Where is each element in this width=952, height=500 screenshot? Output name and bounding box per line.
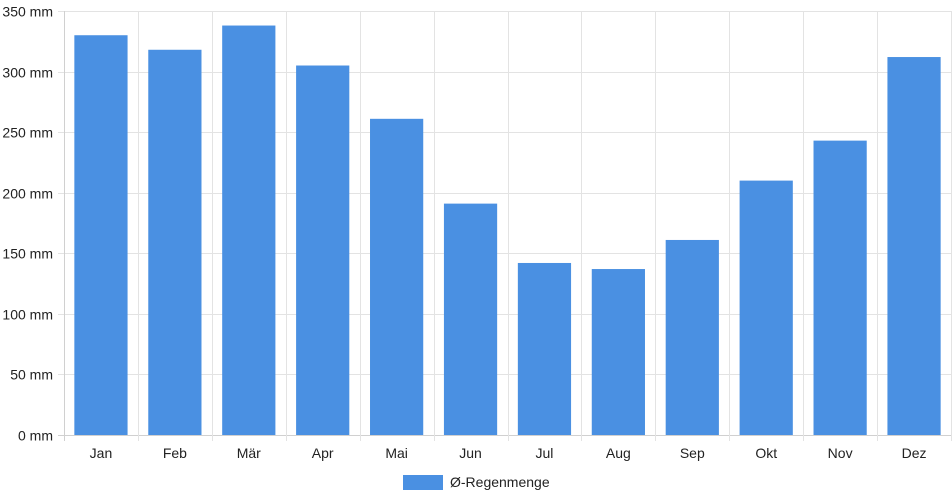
x-tick-label: Nov bbox=[828, 445, 853, 461]
x-tick-label: Jan bbox=[90, 445, 113, 461]
bar-dez[interactable] bbox=[887, 57, 941, 435]
bar-jan[interactable] bbox=[74, 35, 128, 435]
x-tick-label: Mai bbox=[385, 445, 408, 461]
x-tick-label: Jun bbox=[459, 445, 482, 461]
bar-nov[interactable] bbox=[813, 140, 867, 435]
bar-feb[interactable] bbox=[148, 49, 202, 435]
y-axis-tick-labels: 0 mm 50 mm 100 mm 150 mm 200 mm 250 mm 300 mm 3… bbox=[2, 4, 53, 444]
bar-series bbox=[74, 25, 941, 436]
x-tick-label: Apr bbox=[312, 445, 334, 461]
y-tick-label: 0 mm bbox=[18, 428, 53, 444]
y-tick-label: 250 mm bbox=[2, 125, 53, 141]
y-tick-label: 150 mm bbox=[2, 246, 53, 262]
legend-label[interactable]: Ø-Regenmenge bbox=[450, 474, 550, 490]
legend-swatch[interactable] bbox=[403, 475, 443, 490]
x-tick-label: Sep bbox=[680, 445, 705, 461]
grid-lines bbox=[58, 11, 952, 441]
x-tick-label: Feb bbox=[163, 445, 187, 461]
x-axis-tick-labels: Jan Feb Mär Apr Mai Jun Jul Aug Sep Okt Nov Dez bbox=[90, 445, 927, 461]
bar-mai[interactable] bbox=[370, 118, 424, 436]
bar-sep[interactable] bbox=[665, 239, 719, 435]
bar-aug[interactable] bbox=[591, 269, 645, 435]
x-tick-label: Aug bbox=[606, 445, 631, 461]
bar-apr[interactable] bbox=[296, 65, 350, 435]
bar-jun[interactable] bbox=[443, 203, 498, 435]
y-tick-label: 50 mm bbox=[10, 367, 53, 383]
x-tick-label: Dez bbox=[902, 445, 927, 461]
y-tick-label: 350 mm bbox=[2, 4, 53, 20]
y-tick-label: 200 mm bbox=[2, 186, 53, 202]
x-tick-label: Jul bbox=[536, 445, 554, 461]
y-tick-label: 300 mm bbox=[2, 65, 53, 81]
bar-mär[interactable] bbox=[222, 25, 276, 436]
y-tick-label: 100 mm bbox=[2, 307, 53, 323]
bar-jul[interactable] bbox=[517, 262, 572, 435]
legend[interactable]: Ø-Regenmenge bbox=[403, 474, 550, 490]
x-tick-label: Mär bbox=[237, 445, 261, 461]
bar-okt[interactable] bbox=[739, 180, 793, 435]
x-tick-label: Okt bbox=[755, 445, 777, 461]
